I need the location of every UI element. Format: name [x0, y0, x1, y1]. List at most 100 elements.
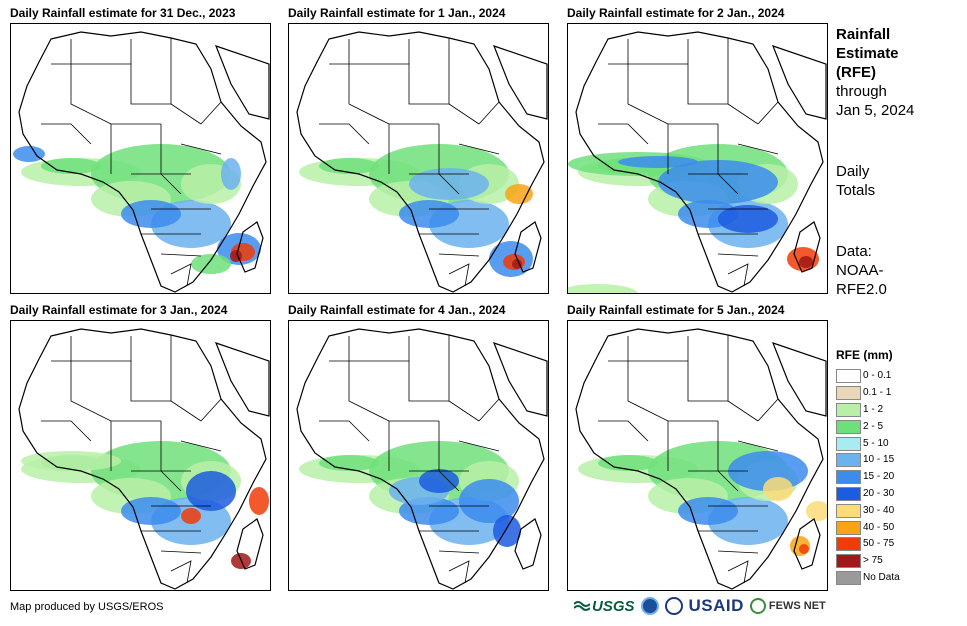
legend-item: 40 - 50: [836, 519, 946, 536]
country-border: [627, 39, 718, 125]
africa-map-canvas: [18, 328, 270, 590]
legend-swatch: [836, 503, 861, 518]
partner-logos: USGS USAID FEWS NET: [574, 594, 826, 618]
panel-title: Daily Rainfall estimate for 2 Jan., 2024: [567, 6, 785, 20]
country-border: [757, 101, 779, 125]
country-border: [319, 123, 370, 145]
rainfall-map[interactable]: [10, 320, 271, 591]
country-border: [627, 336, 718, 422]
country-border: [727, 263, 749, 287]
legend-label: 10 - 15: [863, 454, 895, 466]
country-border: [170, 560, 192, 584]
country-border: [727, 560, 749, 584]
legend-swatch: [836, 419, 861, 434]
panel-title: Daily Rainfall estimate for 1 Jan., 2024: [288, 6, 506, 20]
legend-swatch: [836, 402, 861, 417]
legend-item: > 75: [836, 553, 946, 570]
rainfall-area: [799, 256, 813, 268]
country-border: [170, 38, 202, 125]
country-border: [458, 143, 500, 155]
country-border: [170, 263, 192, 287]
rfe-legend: RFE (mm) 0 - 0.1 0.1 - 1 1 - 2 2 - 5 5 - 10 1…: [836, 346, 946, 586]
legend-label: 2 - 5: [863, 420, 884, 432]
rainfall-area: [399, 200, 459, 228]
legend-label: > 75: [863, 555, 883, 567]
madagascar-coastline: [793, 221, 821, 273]
rainfall-area: [718, 205, 778, 233]
country-border: [70, 39, 161, 125]
rainfall-area: [459, 479, 519, 523]
legend-swatch: [836, 453, 861, 468]
rainfall-area: [319, 158, 379, 174]
rainfall-area: [618, 156, 698, 168]
usaid-seal-icon[interactable]: [664, 597, 683, 615]
rainfall-area: [21, 451, 121, 471]
country-border: [448, 263, 470, 287]
rainfall-area: [13, 146, 45, 162]
rainfall-area: [568, 284, 638, 293]
rainfall-area: [806, 501, 827, 521]
totals-note: Daily Totals: [836, 162, 961, 200]
fews-net-logo[interactable]: FEWS NET: [749, 598, 826, 614]
africa-coastline: [18, 328, 267, 590]
country-border: [438, 550, 480, 554]
map-credit: Map produced by USGS/EROS: [10, 601, 164, 613]
legend-swatch: [836, 386, 861, 401]
legend-item: 0 - 0.1: [836, 368, 946, 385]
rainfall-map[interactable]: [10, 23, 271, 294]
arabia-coastline: [492, 45, 548, 120]
noaa-logo-icon[interactable]: [640, 597, 659, 615]
rainfall-area: [186, 471, 236, 511]
country-border: [717, 253, 759, 257]
legend-item: 20 - 30: [836, 486, 946, 503]
country-border: [51, 63, 171, 105]
country-border: [717, 550, 759, 554]
legend-item: 15 - 20: [836, 469, 946, 486]
panel-title: Daily Rainfall estimate for 5 Jan., 2024: [567, 303, 785, 317]
legend-item: 2 - 5: [836, 418, 946, 435]
rainfall-map[interactable]: [567, 320, 828, 591]
legend-swatch: [836, 520, 861, 535]
africa-map-canvas: [568, 31, 827, 293]
usgs-wave-icon: [574, 601, 590, 611]
legend-item: No Data: [836, 570, 946, 587]
totals-line: Totals: [836, 182, 876, 199]
legend-swatch: [836, 369, 861, 384]
legend-swatch: [836, 486, 861, 501]
country-border: [329, 360, 449, 402]
totals-line: Daily: [836, 163, 870, 180]
legend-label: No Data: [863, 571, 900, 583]
usgs-logo[interactable]: USGS: [574, 598, 635, 615]
title-line: (RFE): [836, 64, 876, 81]
country-border: [608, 360, 728, 402]
country-border: [329, 63, 449, 105]
country-border: [608, 63, 728, 105]
rainfall-area: [419, 469, 459, 493]
rainfall-map[interactable]: [288, 23, 549, 294]
rainfall-map[interactable]: [567, 23, 828, 294]
rainfall-area: [763, 477, 793, 501]
legend-swatch: [836, 470, 861, 485]
rainfall-map[interactable]: [288, 320, 549, 591]
africa-map-canvas: [13, 31, 270, 293]
legend-label: 30 - 40: [863, 504, 895, 516]
rainfall-panel: Daily Rainfall estimate for 1 Jan., 2024: [288, 4, 550, 294]
usaid-logo[interactable]: USAID: [688, 596, 744, 615]
country-border: [200, 101, 222, 125]
title-line: Estimate: [836, 45, 899, 62]
country-border: [757, 398, 779, 422]
madagascar-coastline: [514, 518, 542, 570]
country-border: [41, 420, 92, 442]
country-border: [478, 398, 500, 422]
rainfall-area: [121, 200, 181, 228]
legend-label: 40 - 50: [863, 521, 895, 533]
legend-item: 10 - 15: [836, 452, 946, 469]
legend-label: 1 - 2: [863, 403, 884, 415]
title-line: Rainfall: [836, 26, 891, 43]
country-border: [478, 101, 500, 125]
rainfall-area: [221, 158, 241, 190]
country-border: [598, 420, 649, 442]
country-border: [200, 398, 222, 422]
country-border: [348, 336, 439, 422]
arabia-coastline: [771, 342, 827, 417]
